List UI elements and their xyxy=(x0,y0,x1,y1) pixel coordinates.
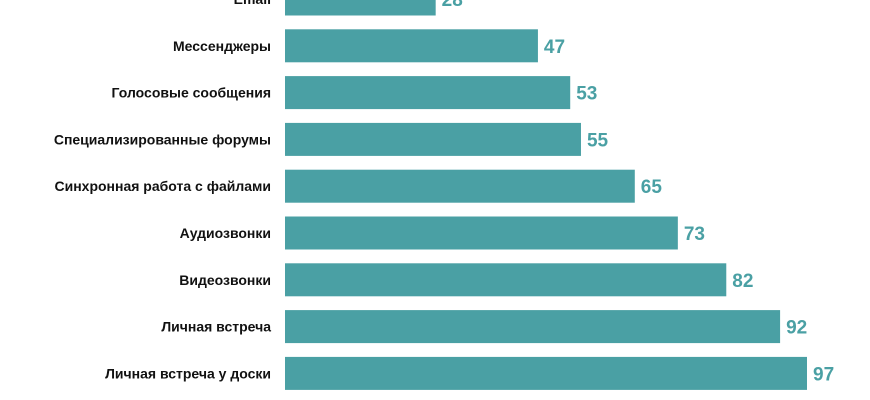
category-label: Мессенджеры xyxy=(173,38,271,54)
value-label: 55 xyxy=(587,130,609,151)
bar xyxy=(285,0,436,16)
category-label: Синхронная работа с файлами xyxy=(54,178,271,194)
bar xyxy=(285,216,678,250)
category-label: Личная встреча у доски xyxy=(105,365,271,381)
bar-row: Специализированные форумы 55 xyxy=(54,122,609,156)
bar xyxy=(285,356,807,390)
bar xyxy=(285,310,781,344)
bar xyxy=(285,263,727,297)
value-label: 53 xyxy=(576,84,597,105)
category-label: Аудиозвонки xyxy=(180,225,271,241)
bar xyxy=(285,122,581,156)
bar-row: Голосовые сообщения 53 xyxy=(112,76,597,110)
value-label: 92 xyxy=(786,318,807,339)
bar xyxy=(285,169,635,203)
bar-row: Аудиозвонки 73 xyxy=(180,216,705,250)
category-label: Видеозвонки xyxy=(179,272,271,288)
bar-row: Мессенджеры 47 xyxy=(173,29,565,63)
bar-row: Синхронная работа с файлами 65 xyxy=(54,169,663,203)
value-label: 73 xyxy=(684,224,705,245)
category-label: Специализированные форумы xyxy=(54,131,271,147)
bar xyxy=(285,29,538,63)
category-label: Email xyxy=(234,0,271,7)
value-label: 82 xyxy=(732,271,753,292)
value-label: 97 xyxy=(813,364,834,385)
bar xyxy=(285,76,571,110)
value-label: 65 xyxy=(641,177,663,198)
category-label: Личная встреча xyxy=(161,319,271,335)
value-label: 28 xyxy=(442,0,463,11)
bar-row: Личная встреча у доски 97 xyxy=(105,356,834,390)
bar-row: Email 28 xyxy=(234,0,463,16)
bar-row: Видеозвонки 82 xyxy=(179,263,753,297)
category-label: Голосовые сообщения xyxy=(112,85,271,101)
bar-row: Личная встреча 92 xyxy=(161,310,807,344)
value-label: 47 xyxy=(544,37,565,58)
